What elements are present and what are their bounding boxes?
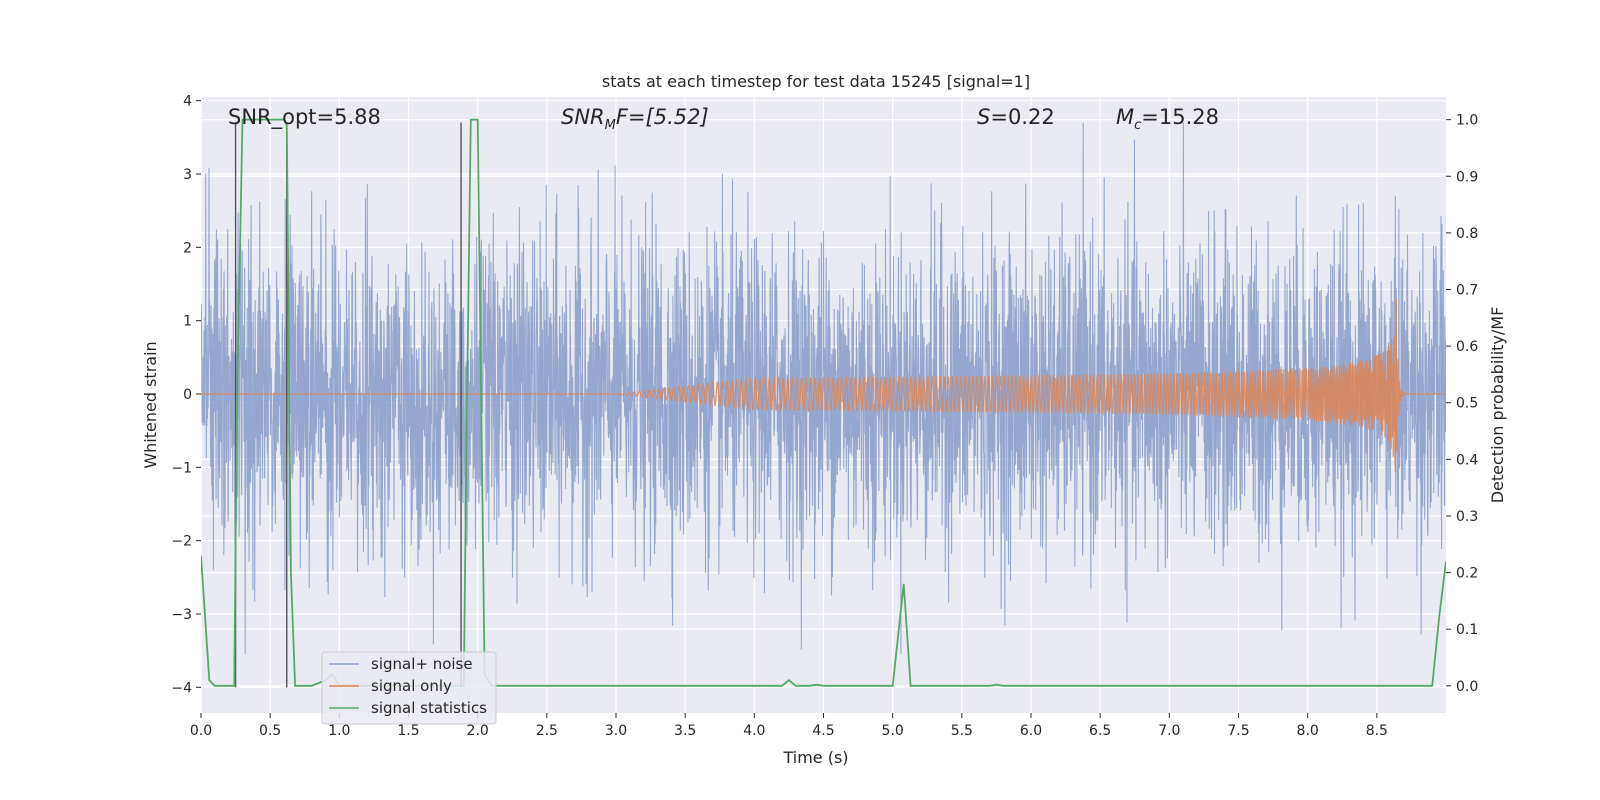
y-right-tick-label: 0.6 — [1456, 339, 1478, 355]
y-right-tick-label: 0.4 — [1456, 452, 1478, 468]
x-tick-label: 2.5 — [536, 723, 558, 739]
x-axis-label: Time (s) — [782, 748, 848, 767]
x-axis-ticks: 0.0 0.5 1.0 1.5 2.0 2.5 3.0 3.5 4.0 4.5 5.0 5.5 6.0 6… — [190, 713, 1388, 739]
y-right-tick-label: 0.3 — [1456, 509, 1478, 525]
y-left-tick-label: −2 — [171, 534, 192, 550]
y-right-tick-label: 0.2 — [1456, 566, 1478, 582]
mc-subscript: c — [1134, 118, 1141, 133]
x-tick-label: 8.5 — [1366, 723, 1388, 739]
snr-mf-var: SNR — [561, 105, 605, 129]
legend-label-signal-only: signal only — [371, 677, 452, 695]
x-tick-label: 4.0 — [743, 723, 765, 739]
x-tick-label: 1.0 — [328, 723, 350, 739]
y-left-tick-label: 2 — [183, 240, 192, 256]
x-tick-label: 6.5 — [1089, 723, 1111, 739]
x-tick-label: 3.0 — [605, 723, 627, 739]
x-tick-label: 5.5 — [951, 723, 973, 739]
legend-label-signal-noise: signal+ noise — [371, 655, 473, 673]
snr-mf-subscript: M — [605, 118, 616, 133]
x-tick-label: 7.0 — [1158, 723, 1180, 739]
x-tick-label: 0.0 — [190, 723, 212, 739]
mc-var: M — [1116, 105, 1134, 129]
y-left-tick-label: 4 — [183, 94, 192, 110]
signal-only-line — [201, 298, 1446, 473]
legend-frame — [321, 651, 497, 725]
y-right-tick-label: 0.9 — [1456, 169, 1478, 185]
y-left-tick-label: 1 — [183, 314, 192, 330]
x-tick-label: 3.5 — [674, 723, 696, 739]
signal-statistics-line — [201, 118, 1446, 687]
y-right-tick-label: 0.5 — [1456, 396, 1478, 412]
y-left-tick-label: 0 — [183, 387, 192, 403]
s-annotation: S=0.22 — [977, 105, 1055, 129]
y-left-axis-ticks: 4 3 2 1 0 −1 −2 −3 −4 — [171, 94, 201, 696]
y-left-axis-label: Whitened strain — [141, 341, 160, 468]
signal-statistics-series — [201, 118, 1446, 687]
x-tick-label: 1.5 — [397, 723, 419, 739]
y-right-axis-label: Detection probability/MF — [1488, 307, 1507, 504]
mc-annotation: Mc=15.28 — [1116, 105, 1219, 133]
mc-value: =15.28 — [1141, 105, 1219, 129]
chart-title: stats at each timestep for test data 152… — [602, 72, 1030, 91]
legend: signal+ noise signal only signal statist… — [321, 651, 497, 725]
y-left-tick-label: −4 — [171, 680, 192, 696]
y-right-tick-label: 0.7 — [1456, 283, 1478, 299]
x-tick-label: 8.0 — [1297, 723, 1319, 739]
y-right-axis-ticks: 1.0 0.9 0.8 0.7 0.6 0.5 0.4 0.3 0.2 0.1 0.0 — [1446, 113, 1478, 695]
y-right-tick-label: 0.8 — [1456, 226, 1478, 242]
x-tick-label: 7.5 — [1227, 723, 1249, 739]
snr-opt-annotation: SNR_opt=5.88 — [228, 105, 381, 130]
s-var: S — [977, 105, 990, 129]
legend-label-signal-statistics: signal statistics — [371, 699, 487, 717]
y-left-tick-label: −3 — [171, 607, 192, 623]
y-right-tick-label: 1.0 — [1456, 113, 1478, 129]
y-left-tick-label: −1 — [171, 460, 192, 476]
x-tick-label: 2.0 — [467, 723, 489, 739]
x-tick-label: 6.0 — [1020, 723, 1042, 739]
snr-mf-annotation: SNRMF=[5.52] — [561, 105, 709, 133]
x-tick-label: 5.0 — [882, 723, 904, 739]
x-tick-label: 4.5 — [812, 723, 834, 739]
y-right-tick-label: 0.0 — [1456, 679, 1478, 695]
x-tick-label: 0.5 — [259, 723, 281, 739]
signal-only-series — [201, 298, 1446, 473]
snr-mf-value: F=[5.52] — [616, 105, 709, 129]
y-left-tick-label: 3 — [183, 167, 192, 183]
y-right-tick-label: 0.1 — [1456, 622, 1478, 638]
s-value: =0.22 — [990, 105, 1054, 129]
